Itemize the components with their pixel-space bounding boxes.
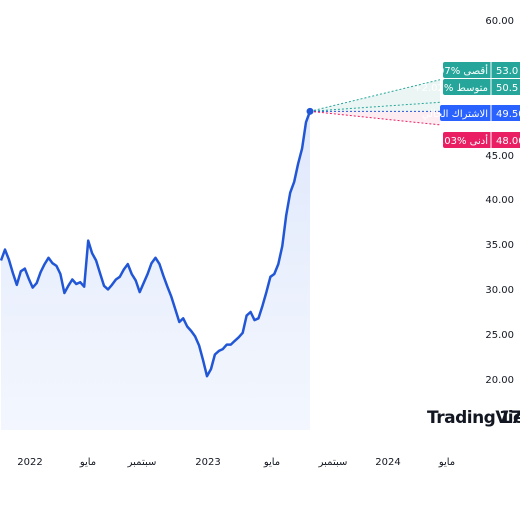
x-tick-label: 2024	[375, 457, 400, 468]
forecast-tag-average-value-box	[491, 79, 520, 95]
forecast-line-low	[309, 110, 441, 126]
y-tick-label: 30.00	[485, 285, 514, 296]
last-price-marker	[306, 107, 314, 115]
x-tick-label: مايو	[79, 457, 96, 468]
forecast-tag-current-value-box	[491, 105, 520, 121]
forecast-tag-high-label: +7.07% أقصى	[420, 64, 488, 77]
forecast-tag-average-value: 50.5	[496, 83, 518, 94]
forecast-tag-current-value: 49.50	[496, 109, 520, 120]
x-tick-label: 2022	[17, 457, 42, 468]
y-tick-label: 35.00	[485, 240, 514, 251]
y-tick-label: 40.00	[485, 195, 514, 206]
forecast-tag-high-value-box	[491, 62, 520, 78]
price-line	[0, 110, 312, 378]
x-tick-label: سبتمبر	[318, 457, 348, 468]
x-tick-label: سبتمبر	[127, 457, 157, 468]
x-tick-label: مايو	[438, 457, 455, 468]
logo-mark-icon: 17	[499, 408, 520, 428]
forecast-tag-low-value-box	[491, 132, 520, 148]
forecast-tag-average-label: +2.02% متوسط	[413, 83, 488, 94]
forecast-tag-low-value: 48.00	[496, 136, 520, 147]
forecast-tag-high-value: 53.0	[496, 66, 518, 77]
forecast-line-average	[309, 101, 441, 112]
y-tick-label: 45.00	[485, 151, 514, 162]
x-tick-label: مايو	[263, 457, 280, 468]
tradingview-logo: TradingView 17	[427, 408, 520, 428]
forecast-tag-current-label: الاشتراك الحالي	[422, 109, 488, 120]
forecast-tag-low-label: -3.03% أدنى	[431, 134, 488, 147]
y-tick-label: 20.00	[485, 375, 514, 386]
y-tick-label: 25.00	[485, 330, 514, 341]
y-tick-label: 60.00	[485, 16, 514, 27]
price-area	[1, 111, 310, 431]
x-tick-label: 2023	[195, 457, 220, 468]
logo-text: TradingView	[427, 408, 520, 428]
